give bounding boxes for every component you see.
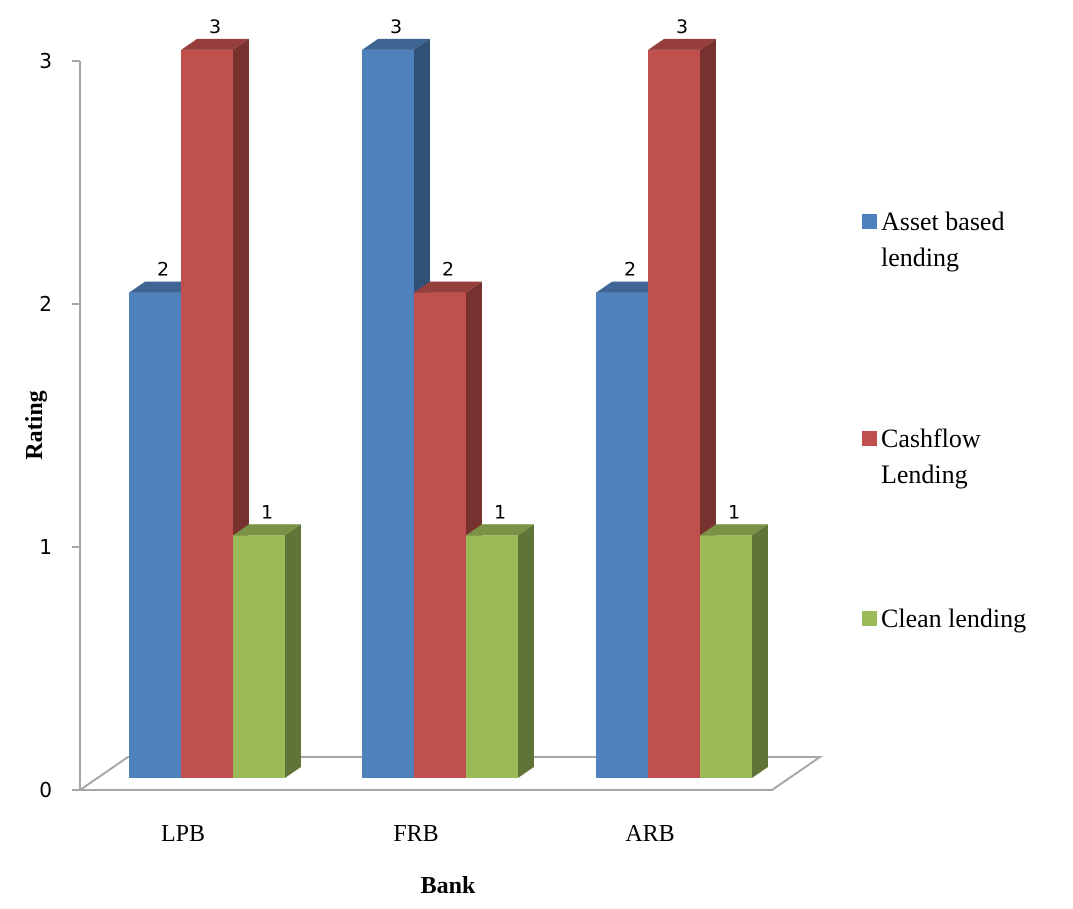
bar-top — [648, 38, 716, 50]
bar-top — [466, 524, 534, 536]
bar-top — [129, 281, 197, 293]
bar-top — [362, 38, 430, 50]
data-label: 2 — [442, 259, 454, 281]
bar-front — [181, 49, 233, 778]
bar-front — [466, 535, 518, 778]
y-axis-title: Rating — [22, 390, 48, 459]
bar-clean-lending-frb — [466, 524, 534, 778]
bar-asset-based-lending-frb — [362, 38, 430, 778]
data-labels: 2 3 1 3 2 1 2 3 1 — [157, 16, 740, 523]
bar-front — [414, 292, 466, 778]
data-label: 3 — [390, 16, 402, 38]
bar-top — [181, 38, 249, 50]
bar-top — [596, 281, 664, 293]
floor-plane — [76, 756, 824, 791]
legend-item-clean-lending: Clean lending — [862, 604, 1026, 633]
legend-label: Clean lending — [881, 604, 1026, 633]
data-label: 1 — [728, 501, 740, 523]
x-tick-label-arb: ARB — [625, 821, 674, 847]
bar-front — [129, 292, 181, 778]
bar-top — [414, 281, 482, 293]
y-axis: 0 1 2 3 — [39, 49, 81, 802]
bar-top — [233, 524, 301, 536]
data-label: 1 — [494, 501, 506, 523]
legend-swatch — [862, 214, 877, 229]
bar-clean-lending-lpb — [233, 524, 301, 778]
bar-top — [700, 524, 768, 536]
y-tick-label: 1 — [39, 535, 52, 559]
data-label: 3 — [676, 16, 688, 38]
chart-floor — [76, 756, 824, 791]
legend-swatch — [862, 431, 877, 446]
legend-item-cashflow-lending: Cashflow Lending — [862, 424, 981, 489]
legend-label: Lending — [881, 460, 968, 489]
bar-clean-lending-arb — [700, 524, 768, 778]
x-tick-label-frb: FRB — [393, 821, 438, 847]
bar-side — [752, 524, 768, 778]
bar-front — [648, 49, 700, 778]
x-axis-title: Bank — [421, 873, 476, 899]
bar-side — [518, 524, 534, 778]
bar-front — [700, 535, 752, 778]
bar-side — [285, 524, 301, 778]
y-tick-label: 3 — [39, 49, 52, 73]
legend-swatch — [862, 611, 877, 626]
x-axis: LPB FRB ARB — [161, 821, 675, 847]
bar-front — [362, 49, 414, 778]
data-label: 2 — [157, 259, 169, 281]
legend: Asset based lending Cashflow Lending Clean l… — [862, 207, 1026, 633]
data-label: 3 — [209, 16, 221, 38]
bar-front — [596, 292, 648, 778]
bar-front — [233, 535, 285, 778]
x-tick-label-lpb: LPB — [161, 821, 205, 847]
y-tick-label: 2 — [39, 292, 52, 316]
legend-label: lending — [881, 243, 959, 272]
legend-item-asset-based-lending: Asset based lending — [862, 207, 1004, 272]
y-tick-label: 0 — [39, 778, 52, 802]
legend-label: Cashflow — [881, 424, 981, 453]
legend-label: Asset based — [881, 207, 1004, 236]
bars — [129, 38, 768, 778]
data-label: 1 — [261, 501, 273, 523]
data-label: 2 — [624, 259, 636, 281]
